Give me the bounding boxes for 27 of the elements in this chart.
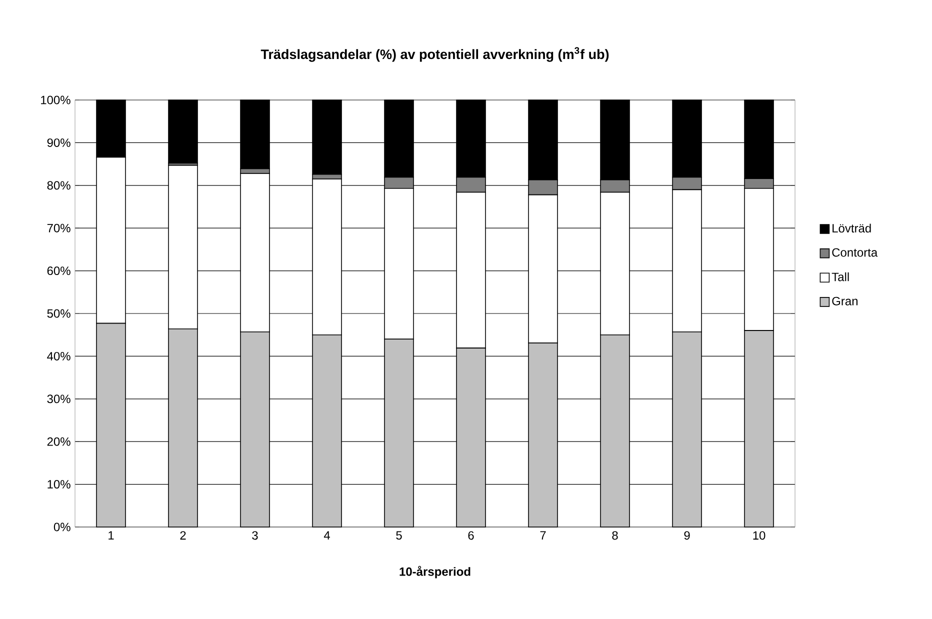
x-axis-title: 10-årsperiod — [400, 566, 470, 578]
x-tick-label: 9 — [684, 531, 690, 540]
x-tick-label: 5 — [396, 531, 402, 540]
y-tick-label: 30% — [47, 394, 70, 404]
legend-label: Contorta — [832, 248, 878, 257]
y-tick-label: 60% — [47, 266, 70, 276]
y-tick-label: 100% — [41, 96, 70, 104]
y-tick-label: 80% — [47, 181, 70, 190]
x-tick-label: 8 — [612, 531, 618, 540]
x-tick-label: 3 — [252, 531, 258, 540]
x-tick-label: 4 — [324, 531, 330, 540]
y-tick-label: 40% — [47, 352, 70, 360]
y-tick-label: 70% — [47, 224, 70, 232]
y-tick-label: 10% — [48, 480, 70, 489]
x-tick-label: 2 — [180, 531, 186, 540]
y-tick-label: 50% — [47, 309, 70, 318]
y-tick-label: 20% — [47, 437, 70, 446]
y-tick-label: 90% — [47, 138, 70, 147]
x-tick-label: 6 — [468, 531, 474, 540]
legend-label: Tall — [832, 272, 849, 282]
y-tick-label: 0% — [54, 522, 70, 532]
legend-label: Lövträd — [832, 224, 871, 233]
chart-title: Trädslagsandelar (%) av potentiell avverkning (m$^{3}$f ub) — [260, 47, 609, 62]
x-tick-label: 7 — [540, 531, 546, 540]
x-tick-label: 1 — [108, 531, 114, 540]
x-tick-label: 10 — [753, 531, 766, 540]
legend-label: Gran — [832, 296, 858, 306]
